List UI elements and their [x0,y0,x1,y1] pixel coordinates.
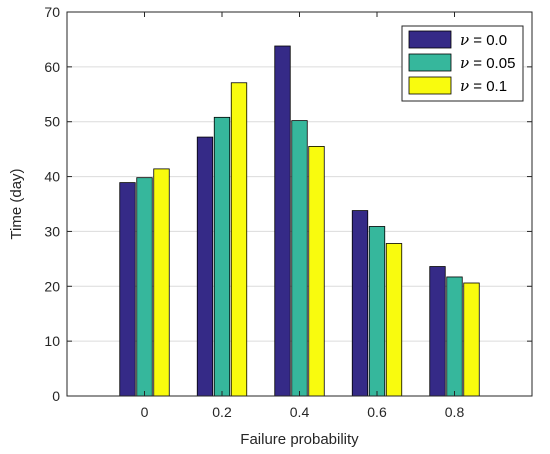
bar [463,282,480,397]
y-tick-label: 30 [44,223,60,239]
bar [368,226,386,397]
legend-label: ν = 0.05 [460,54,515,72]
x-tick-label: 0.2 [212,404,232,420]
bar [230,82,248,397]
bar [119,182,136,397]
y-tick-label: 70 [44,4,60,20]
legend-label-symbol: ν [460,77,469,95]
y-tick-label: 40 [44,169,60,185]
bar [291,120,308,397]
legend-label-value: = 0.0 [469,32,507,49]
x-tick-label: 0.4 [290,404,310,420]
bar [385,243,403,397]
legend-swatch [408,53,452,72]
y-tick-label: 20 [44,278,60,294]
bar [213,116,231,397]
x-axis-title: Failure probability [240,431,359,448]
legend-label: ν = 0.1 [460,77,507,95]
bar [308,145,325,397]
y-axis-title: Time (day) [8,168,25,239]
y-tick-label: 10 [44,333,60,349]
legend-label-symbol: ν [460,54,469,72]
y-tick-label: 0 [52,388,60,404]
bar [429,266,446,397]
legend-swatch [408,30,452,49]
bar [274,45,291,397]
bar [153,168,170,397]
y-tick-label: 60 [44,59,60,75]
bar [196,136,214,397]
x-tick-label: 0 [141,404,149,420]
axis-ticks: 0 10 20 30 40 50 60 70 0 0.2 0.4 0.6 0.8 [44,4,532,420]
legend-label-value: = 0.1 [469,78,507,95]
legend: ν = 0.0ν = 0.05ν = 0.1 [401,25,524,102]
legend-swatch [408,76,452,95]
y-tick-label: 50 [44,114,60,130]
x-tick-label: 0.6 [367,404,387,420]
bar [351,210,369,397]
bar [446,276,463,397]
x-tick-label: 0.8 [445,404,465,420]
legend-label-value: = 0.05 [469,55,515,72]
bars [119,45,480,397]
legend-label: ν = 0.0 [460,31,507,49]
legend-label-symbol: ν [460,31,469,49]
bar [136,177,153,397]
